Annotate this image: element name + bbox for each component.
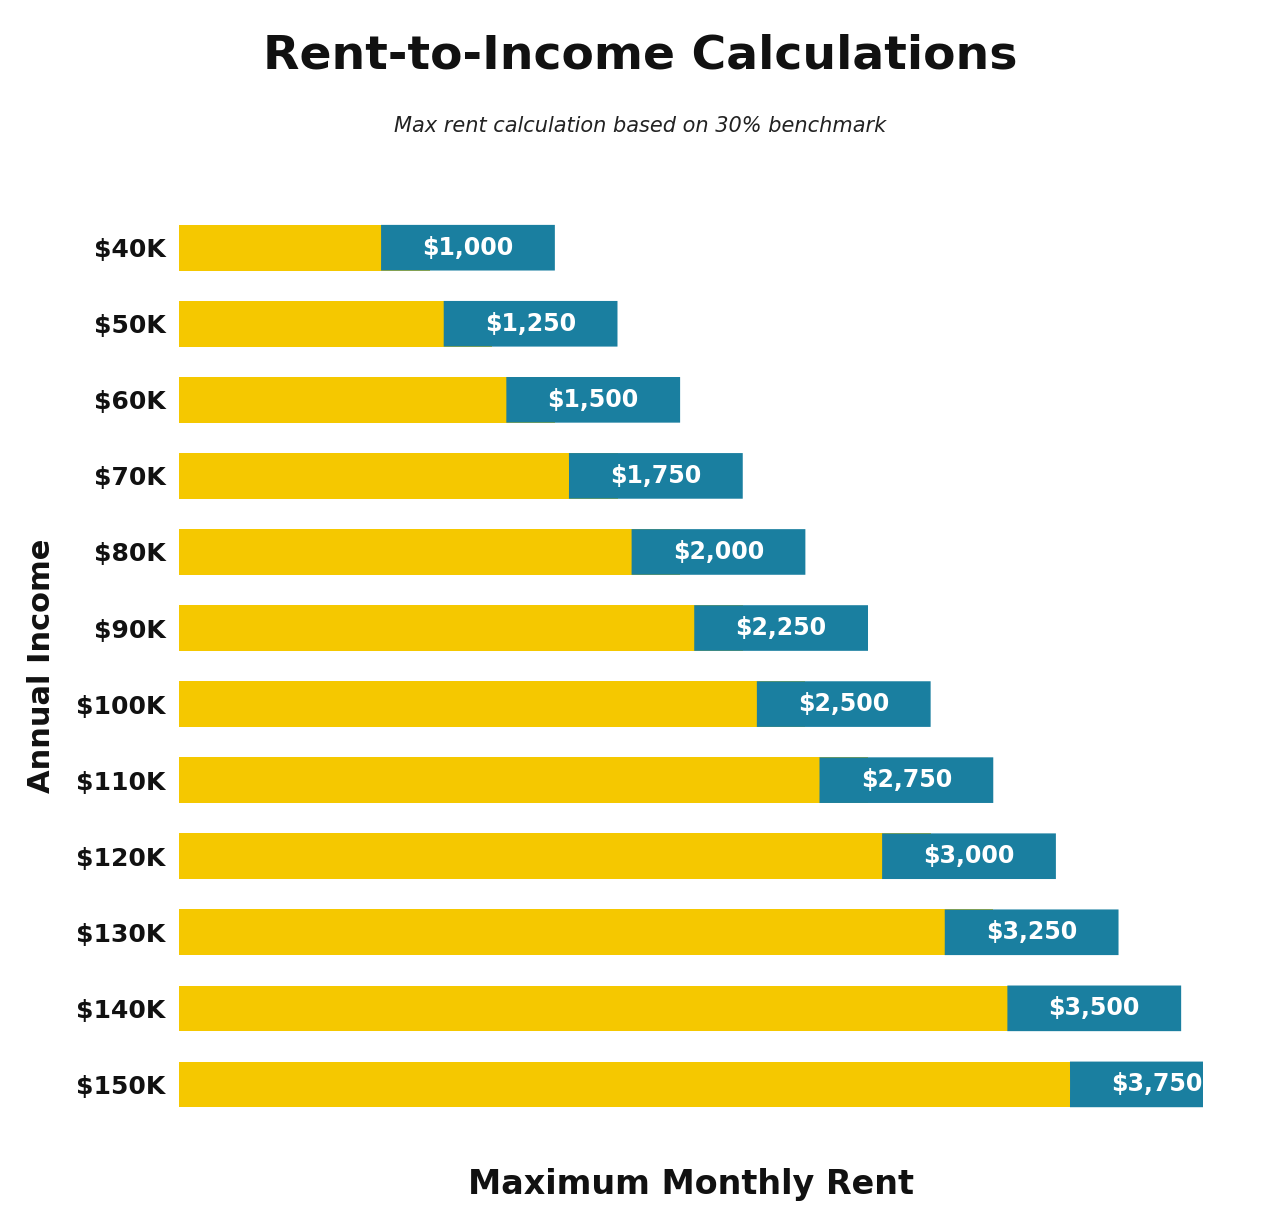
Text: $1,250: $1,250 — [485, 311, 576, 335]
Text: $1,750: $1,750 — [611, 464, 701, 488]
Text: $2,000: $2,000 — [673, 540, 764, 564]
Text: Rent-to-Income Calculations: Rent-to-Income Calculations — [262, 34, 1018, 79]
Bar — [179, 682, 805, 727]
Text: $3,000: $3,000 — [923, 844, 1015, 868]
Polygon shape — [381, 225, 554, 270]
Polygon shape — [507, 377, 680, 423]
Polygon shape — [1070, 1062, 1244, 1107]
Polygon shape — [1007, 986, 1181, 1031]
Polygon shape — [756, 682, 931, 727]
Bar — [179, 986, 1056, 1031]
Bar — [179, 225, 430, 270]
Text: Maximum Monthly Rent: Maximum Monthly Rent — [468, 1167, 914, 1201]
Polygon shape — [568, 453, 742, 499]
Text: $3,250: $3,250 — [986, 920, 1078, 945]
Text: $3,750: $3,750 — [1111, 1073, 1203, 1096]
Text: $2,250: $2,250 — [736, 616, 827, 641]
Text: $3,500: $3,500 — [1048, 997, 1140, 1021]
Polygon shape — [694, 606, 868, 650]
Bar — [179, 909, 993, 955]
Bar — [179, 302, 493, 346]
Bar — [179, 606, 742, 650]
Bar — [179, 1062, 1119, 1107]
Bar — [179, 453, 618, 499]
Polygon shape — [819, 757, 993, 803]
Bar — [179, 757, 868, 803]
Polygon shape — [444, 302, 617, 346]
Text: $2,750: $2,750 — [860, 768, 952, 792]
Text: $1,000: $1,000 — [422, 236, 513, 259]
Polygon shape — [631, 529, 805, 575]
Bar — [179, 377, 556, 423]
Text: $1,500: $1,500 — [548, 388, 639, 412]
Polygon shape — [945, 909, 1119, 955]
Text: Max rent calculation based on 30% benchmark: Max rent calculation based on 30% benchm… — [394, 115, 886, 136]
Y-axis label: Annual Income: Annual Income — [27, 539, 56, 793]
Bar — [179, 529, 680, 575]
Bar — [179, 833, 931, 879]
Text: $2,500: $2,500 — [799, 691, 890, 716]
Polygon shape — [882, 833, 1056, 879]
